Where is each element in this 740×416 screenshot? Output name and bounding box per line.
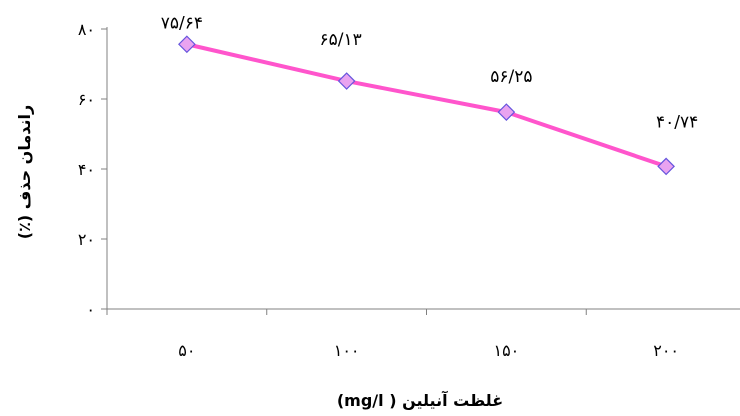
chart-series bbox=[178, 35, 675, 176]
x-axis-title: غلظت آنیلین ( mg/l) bbox=[337, 390, 503, 410]
y-tick-label: ۸۰ bbox=[78, 20, 95, 39]
data-label: ۴۰/۷۴ bbox=[656, 112, 698, 132]
y-tick-label: ۶۰ bbox=[78, 90, 95, 109]
x-tick-label: ۱۰۰ bbox=[334, 341, 360, 360]
data-label: ۶۵/۱۳ bbox=[319, 30, 361, 50]
chart-data-labels: ۷۵/۶۴ ۶۵/۱۳ ۵۶/۲۵ ۴۰/۷۴ bbox=[161, 13, 699, 132]
data-point-marker bbox=[497, 103, 516, 121]
x-tick-label: ۲۰۰ bbox=[653, 341, 679, 360]
data-point-marker bbox=[337, 72, 356, 90]
series-line bbox=[186, 42, 667, 169]
data-point-marker bbox=[657, 157, 675, 176]
y-tick-label: ۴۰ bbox=[78, 160, 95, 179]
x-tick-label: ۱۵۰ bbox=[493, 341, 519, 360]
y-tick-label: ۰ bbox=[86, 300, 95, 319]
data-point-marker bbox=[178, 35, 196, 54]
chart-axes: ۰ ۲۰ ۴۰ ۶۰ ۸۰ ۵۰ ۱۰۰ ۱۵۰ ۲۰۰ bbox=[78, 20, 740, 360]
data-label: ۷۵/۶۴ bbox=[161, 13, 203, 33]
y-tick-label: ۲۰ bbox=[78, 230, 95, 249]
x-tick-label: ۵۰ bbox=[178, 341, 195, 360]
data-label: ۵۶/۲۵ bbox=[490, 67, 532, 87]
y-axis-title: راندمان حذف (٪) bbox=[15, 105, 34, 239]
